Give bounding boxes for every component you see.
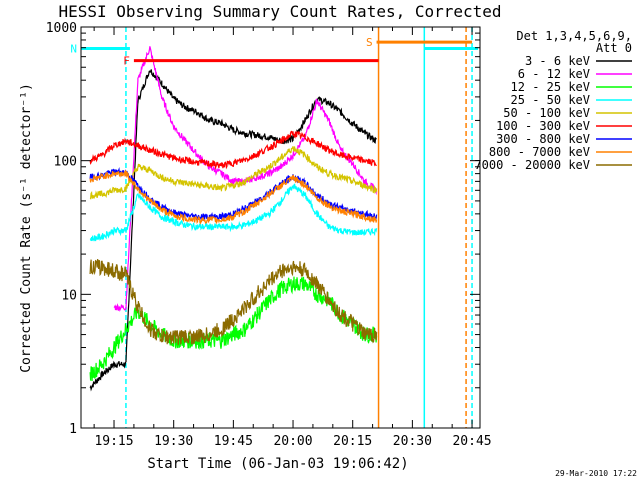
x-tick-label: 19:30: [154, 434, 193, 449]
flag-label: N: [70, 43, 77, 56]
x-tick-label: 20:45: [452, 434, 491, 449]
plot-frame: [80, 26, 481, 429]
x-tick-label: 20:15: [333, 434, 372, 449]
legend-entry-label: 100 - 300 keV: [496, 119, 590, 133]
x-axis-label: Start Time (06-Jan-03 19:06:42): [147, 456, 408, 472]
legend-entry-label: 800 - 7000 keV: [489, 145, 590, 159]
legend-detectors: Det 1,3,4,5,6,9,: [516, 29, 632, 43]
x-tick-label: 19:45: [214, 434, 253, 449]
legend-entry-label: 25 - 50 keV: [511, 93, 590, 107]
series-line-25-50-kev: [89, 183, 378, 242]
legend-entry-label: 50 - 100 keV: [503, 106, 590, 120]
x-tick-label: 20:30: [393, 434, 432, 449]
series-line-3-6-kev: [89, 69, 377, 392]
y-tick-label: 1: [69, 422, 77, 437]
series-line-50-100-kev: [89, 146, 378, 200]
y-axis-label: Corrected Count Rate (s⁻¹ detector⁻¹): [19, 83, 34, 373]
legend-entry-label: 3 - 6 keV: [525, 54, 590, 68]
series-line-800-7000-kev: [89, 170, 378, 225]
chart-title: HESSI Observing Summary Count Rates, Cor…: [58, 2, 501, 21]
x-tick-label: 19:15: [94, 434, 133, 449]
legend-attenuator: Att 0: [596, 41, 632, 55]
legend-entry-label: 12 - 25 keV: [511, 80, 590, 94]
timestamp: 29-Mar-2010 17:22: [555, 469, 637, 478]
y-tick-label: 10: [61, 288, 77, 303]
x-tick-label: 20:00: [273, 434, 312, 449]
flag-label: F: [123, 55, 130, 68]
y-tick-label: 1000: [46, 21, 77, 36]
legend-entry-label: 7000 - 20000 keV: [474, 158, 590, 172]
flag-label: S: [366, 36, 373, 49]
y-tick-label: 100: [54, 155, 77, 170]
series-line-7000-20000-kev: [89, 258, 378, 345]
legend-entry-label: 6 - 12 keV: [518, 67, 590, 81]
series-line-100-300-kev: [89, 130, 377, 170]
legend-entry-label: 300 - 800 keV: [496, 132, 590, 146]
